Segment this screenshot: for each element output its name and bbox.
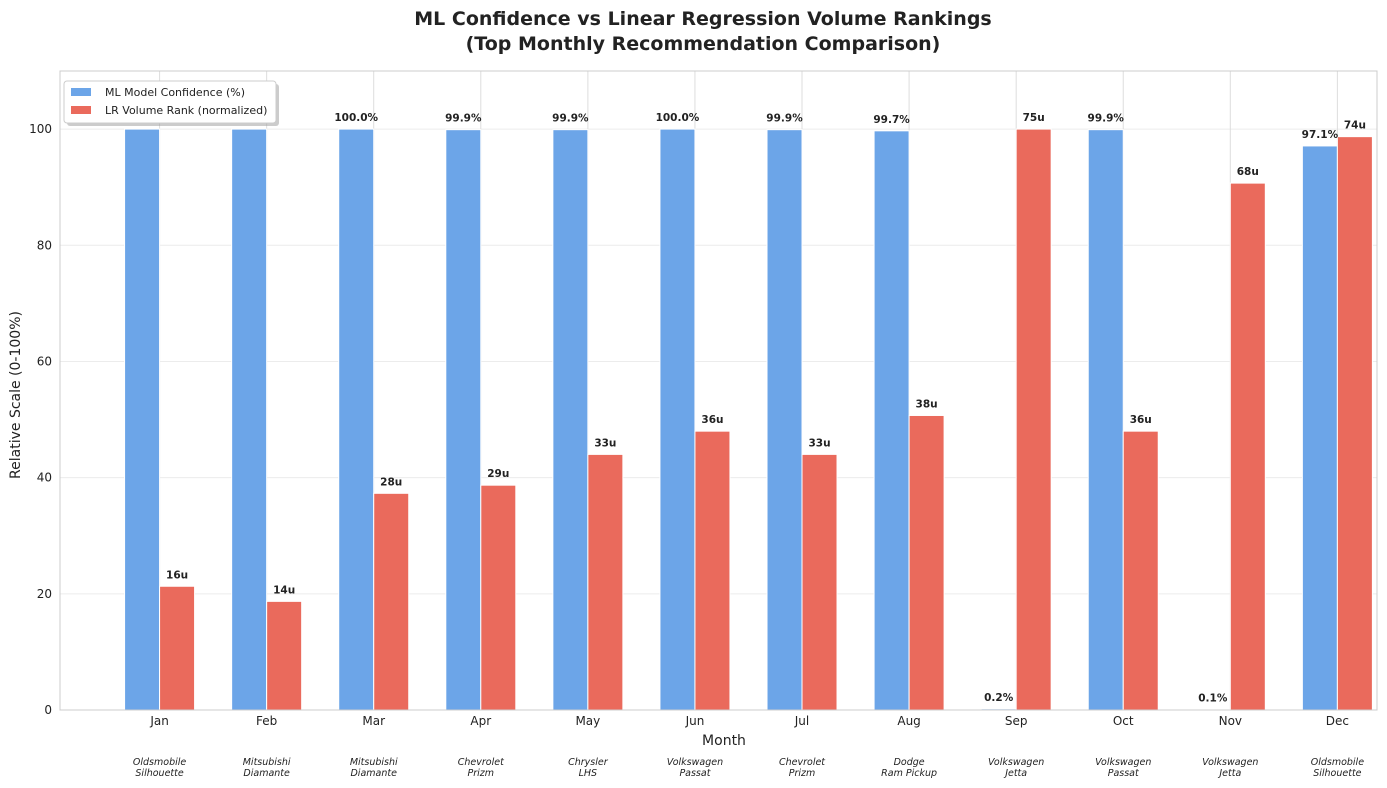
lr-volume-bar: [908, 414, 945, 711]
car-make-label: Chrysler: [568, 757, 609, 768]
y-tick-label: 100: [29, 122, 52, 136]
x-tick-label: May: [575, 714, 600, 728]
ml-confidence-bar: [1087, 129, 1124, 711]
ml-data-label: 99.7%: [873, 114, 910, 126]
ml-confidence-bar: [231, 128, 268, 711]
ml-data-label: 100.0%: [656, 112, 700, 124]
car-model-label: Jetta: [1003, 768, 1027, 779]
ml-confidence-bar: [552, 129, 589, 711]
legend-swatch-lr: [71, 106, 91, 114]
lr-data-label: 36u: [701, 414, 723, 426]
lr-volume-bar: [266, 600, 303, 711]
lr-volume-bar: [480, 484, 517, 711]
legend-swatch-ml: [71, 88, 91, 96]
car-make-label: Volkswagen: [667, 757, 723, 768]
lr-volume-bar: [1122, 430, 1159, 711]
x-tick-label: Aug: [897, 714, 920, 728]
car-model-label: Diamante: [350, 768, 397, 779]
car-model-label: Passat: [679, 768, 711, 779]
y-axis-label: Relative Scale (0-100%): [8, 311, 24, 479]
chart-subtitle: (Top Monthly Recommendation Comparison): [466, 33, 941, 55]
ml-confidence-bar: [659, 128, 696, 711]
lr-volume-bar: [1229, 182, 1266, 711]
lr-volume-bar: [587, 453, 624, 711]
legend-label-ml: ML Model Confidence (%): [105, 86, 245, 99]
car-model-label: Jetta: [1217, 768, 1241, 779]
y-tick-label: 80: [37, 238, 52, 252]
car-make-label: Oldsmobile: [1311, 757, 1364, 768]
legend: ML Model Confidence (%) LR Volume Rank (…: [63, 80, 279, 126]
ml-confidence-bar: [766, 129, 803, 711]
lr-data-label: 29u: [487, 468, 509, 480]
x-tick-label: Sep: [1005, 714, 1028, 728]
ml-data-label: 99.9%: [1088, 113, 1125, 125]
lr-data-label: 33u: [808, 437, 830, 449]
ml-data-label: 99.9%: [766, 113, 803, 125]
ml-confidence-bar: [124, 128, 161, 711]
ml-data-label: 99.9%: [552, 113, 589, 125]
lr-volume-bar: [159, 585, 196, 711]
plot-frame: [59, 70, 1378, 711]
car-model-label: Prizm: [789, 768, 816, 779]
y-tick-label: 0: [44, 703, 52, 717]
ml-data-label: 0.2%: [984, 692, 1014, 704]
legend-box: [63, 80, 277, 124]
x-tick-label: Feb: [256, 714, 277, 728]
lr-volume-bar: [801, 453, 838, 711]
y-tick-label: 20: [37, 587, 52, 601]
car-model-label: Diamante: [243, 768, 290, 779]
x-tick-label: Mar: [362, 714, 385, 728]
x-tick-label: Oct: [1113, 714, 1134, 728]
car-make-label: Chevrolet: [458, 757, 505, 768]
ml-data-label: 99.9%: [445, 113, 482, 125]
car-model-label: Silhouette: [135, 768, 183, 779]
ml-data-label: 0.1%: [1198, 692, 1228, 704]
car-model-label: Ram Pickup: [881, 768, 937, 779]
lr-data-label: 16u: [166, 569, 188, 581]
car-model-label: LHS: [579, 768, 597, 779]
plot-area: 100.0%100.0%100.0%99.9%99.9%100.0%99.9%9…: [29, 70, 1378, 779]
lr-data-label: 75u: [1023, 112, 1045, 124]
lr-data-label: 74u: [1344, 120, 1366, 132]
car-model-label: Passat: [1108, 768, 1140, 779]
y-tick-label: 40: [37, 471, 52, 485]
lr-volume-bar: [1015, 128, 1052, 711]
ml-confidence-bar: [873, 130, 910, 711]
car-make-label: Mitsubishi: [350, 757, 398, 768]
car-make-label: Mitsubishi: [243, 757, 291, 768]
lr-data-label: 68u: [1237, 166, 1259, 178]
car-model-label: Prizm: [468, 768, 495, 779]
y-tick-label: 60: [37, 354, 52, 368]
car-make-label: Volkswagen: [1095, 757, 1151, 768]
ml-data-label: 100.0%: [334, 112, 378, 124]
car-make-label: Volkswagen: [1202, 757, 1258, 768]
car-make-label: Dodge: [894, 757, 925, 768]
car-make-label: Oldsmobile: [133, 757, 186, 768]
ml-confidence-bar: [1301, 145, 1338, 711]
lr-data-label: 38u: [916, 398, 938, 410]
x-tick-label: Dec: [1326, 714, 1349, 728]
lr-data-label: 33u: [594, 437, 616, 449]
lr-volume-bar: [694, 430, 731, 711]
x-tick-label: Jul: [794, 714, 809, 728]
legend-label-lr: LR Volume Rank (normalized): [105, 104, 267, 117]
x-tick-label: Jan: [149, 714, 169, 728]
car-make-label: Chevrolet: [779, 757, 826, 768]
x-tick-label: Jun: [685, 714, 705, 728]
ml-data-label: 97.1%: [1302, 129, 1339, 141]
x-axis-label: Month: [702, 733, 746, 749]
lr-data-label: 28u: [380, 476, 402, 488]
ml-confidence-bar: [445, 129, 482, 711]
x-tick-label: Nov: [1219, 714, 1242, 728]
car-make-label: Volkswagen: [988, 757, 1044, 768]
car-model-label: Silhouette: [1313, 768, 1361, 779]
ml-confidence-bar: [338, 128, 375, 711]
lr-volume-bar: [373, 492, 410, 711]
chart-title: ML Confidence vs Linear Regression Volum…: [414, 8, 991, 30]
x-tick-label: Apr: [470, 714, 491, 728]
lr-volume-bar: [1336, 136, 1373, 711]
lr-data-label: 36u: [1130, 414, 1152, 426]
lr-data-label: 14u: [273, 584, 295, 596]
